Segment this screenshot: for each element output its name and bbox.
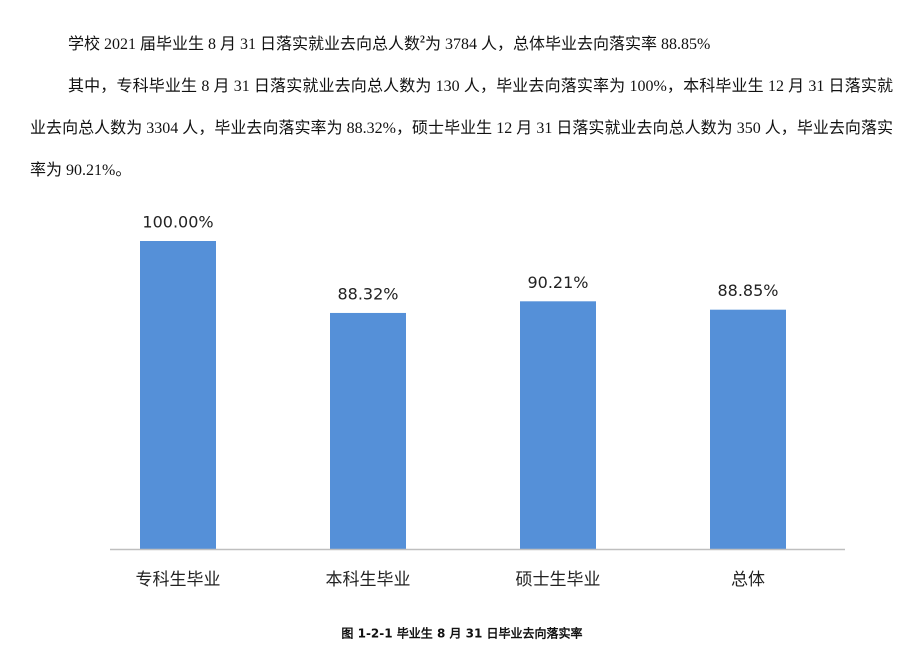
bar [140,241,216,549]
text: 其中，专科毕业生 8 月 31 日落实就业去向总人数为 130 人，毕业去向落实… [30,78,893,179]
value-label: 88.32% [337,284,398,303]
value-label: 90.21% [527,273,588,292]
bar [710,309,786,549]
x-tick-label: 总体 [731,570,765,590]
x-tick-label: 专科生毕业 [136,570,221,590]
value-label: 100.00% [142,213,213,232]
text: 学校 2021 届毕业生 8 月 31 日落实就业去向总人数 [68,36,421,53]
footnote-ref: 2 [420,34,426,46]
text: 为 3784 人，总体毕业去向落实率 88.85% [425,36,711,53]
bar [330,312,406,549]
x-tick-label: 本科生毕业 [326,570,411,590]
bar [520,301,596,549]
x-tick-label: 硕士生毕业 [516,570,601,590]
paragraph: 其中，专科毕业生 8 月 31 日落实就业去向总人数为 130 人，毕业去向落实… [30,66,893,192]
paragraph: 学校 2021 届毕业生 8 月 31 日落实就业去向总人数2为 3784 人，… [30,24,893,66]
caption: 图 1-2-1 毕业生 8 月 31 日毕业去向落实率 [341,626,582,641]
value-label: 88.85% [717,281,778,300]
